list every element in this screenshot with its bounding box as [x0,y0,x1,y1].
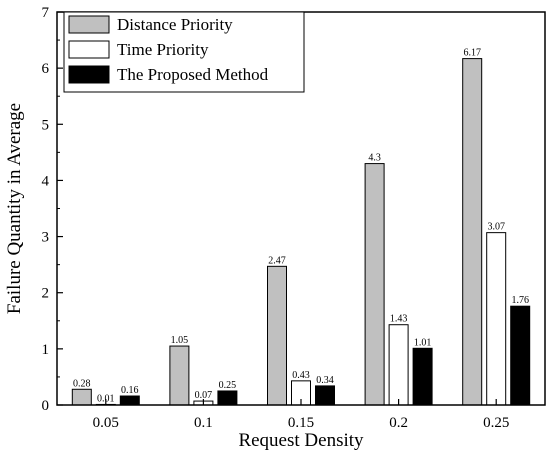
data-label: 1.76 [511,295,529,306]
bar-the-proposed-method [412,347,433,406]
data-label: 1.05 [171,335,189,346]
legend-label: Time Priority [117,40,209,59]
y-axis-label: Failure Quantity in Average [4,103,25,314]
data-label: 0.01 [97,393,115,404]
x-tick-label: 0.25 [483,415,509,431]
legend-label: The Proposed Method [117,65,269,84]
data-label: 1.43 [390,314,408,325]
y-tick-label: 7 [42,5,50,21]
x-tick-label: 0.15 [288,415,314,431]
data-label: 1.01 [414,337,432,348]
bar-time-priority [388,324,409,406]
bar-the-proposed-method [119,395,140,406]
data-label: 3.07 [487,222,505,233]
bar-distance-priority [462,58,483,406]
data-label: 0.28 [73,378,91,389]
y-tick-label: 1 [42,342,50,358]
legend-swatch [68,65,110,84]
y-tick-label: 3 [42,230,50,246]
x-axis-ticks: 0.05 0.1 0.15 0.2 0.25 [93,399,509,431]
data-label: 6.17 [463,48,481,59]
legend-swatch [68,40,110,59]
bar-distance-priority [364,163,385,406]
y-tick-label: 0 [42,398,50,414]
bar-time-priority [486,232,507,406]
data-label: 0.34 [316,375,334,386]
bars-group [71,58,531,406]
bar-distance-priority [71,388,92,406]
data-label: 0.25 [219,380,237,391]
bar-the-proposed-method [217,390,238,406]
y-tick-label: 5 [42,117,50,133]
legend-label: Distance Priority [117,15,233,34]
bar-the-proposed-method [315,385,335,406]
data-labels-group: 0.28 0.01 0.16 1.05 0.07 0.25 2.47 0.43 0.34 4.3 1… [73,48,529,405]
x-tick-label: 0.1 [194,415,213,431]
legend: Distance Priority Time Priority The Propos… [63,11,305,93]
bar-the-proposed-method [510,305,531,406]
data-label: 0.43 [292,370,310,381]
data-label: 0.07 [195,390,213,401]
x-axis-label: Request Density [238,430,364,451]
data-label: 4.3 [368,153,381,164]
data-label: 2.47 [268,255,286,266]
bar-distance-priority [267,265,287,406]
y-tick-label: 2 [42,286,50,302]
y-axis-ticks: 0 1 2 3 4 5 6 7 [42,5,63,414]
y-tick-label: 6 [42,61,50,77]
x-tick-label: 0.2 [389,415,408,431]
legend-swatch [68,15,110,34]
data-label: 0.16 [121,385,139,396]
y-tick-label: 4 [42,173,50,189]
x-tick-label: 0.05 [93,415,119,431]
bar-distance-priority [169,345,190,406]
